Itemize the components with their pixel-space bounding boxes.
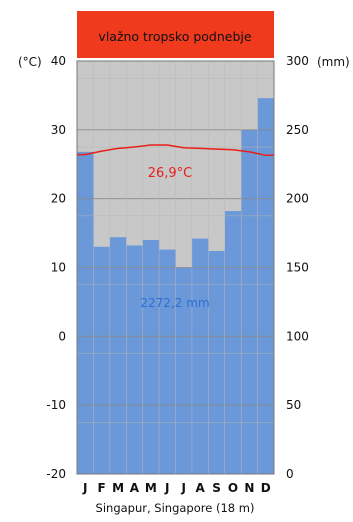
precipitation-bar-4 <box>126 245 144 474</box>
month-label: J <box>164 481 169 495</box>
month-label: O <box>228 481 238 495</box>
precipitation-bar-5 <box>142 239 160 474</box>
temperature-axis: 40 30 20 10 0 -10 -20 <box>46 54 66 481</box>
precipitation-bar-10 <box>224 211 242 474</box>
month-label: M <box>112 481 124 495</box>
precipitation-bar-1 <box>77 151 94 475</box>
precipitation-tick-label: 50 <box>286 398 301 412</box>
month-label: S <box>212 481 221 495</box>
chart-title: vlažno tropsko podnebje <box>98 29 251 44</box>
precipitation-bar-2 <box>93 246 111 474</box>
plot-frame <box>76 60 275 475</box>
temperature-tick-label: 40 <box>51 54 66 68</box>
temperature-tick-label: 0 <box>58 329 66 343</box>
precipitation-axis: 300 250 200 150 100 50 0 <box>286 54 309 481</box>
precipitation-tick-label: 100 <box>286 329 309 343</box>
month-label: J <box>82 481 87 495</box>
temperature-annotation: 26,9°C <box>148 166 193 181</box>
temperature-unit: (°C) <box>18 55 42 69</box>
temperature-line <box>77 144 274 157</box>
month-label: F <box>98 481 106 495</box>
month-label: A <box>195 481 205 495</box>
chart-caption: Singapur, Singapore (18 m) <box>96 501 255 515</box>
temperature-tick-label: -20 <box>46 467 66 481</box>
month-label: N <box>244 481 254 495</box>
precipitation-tick-label: 150 <box>286 261 309 275</box>
precipitation-bar-6 <box>159 249 176 474</box>
temperature-tick-label: -10 <box>46 398 66 412</box>
precipitation-bar-12 <box>257 98 275 475</box>
temperature-tick-label: 30 <box>51 123 66 137</box>
precipitation-unit: (mm) <box>317 55 350 69</box>
precipitation-annotation: 2272,2 mm <box>140 296 209 310</box>
gridlines <box>77 61 274 474</box>
precipitation-tick-label: 250 <box>286 123 309 137</box>
precipitation-bar-8 <box>191 238 209 474</box>
title-banner <box>77 11 274 58</box>
precipitation-bar-3 <box>109 237 127 474</box>
month-label: J <box>180 481 185 495</box>
month-label: M <box>145 481 157 495</box>
precipitation-tick-label: 0 <box>286 467 294 481</box>
temperature-tick-label: 10 <box>51 261 66 275</box>
month-label: A <box>130 481 140 495</box>
precipitation-tick-label: 300 <box>286 54 309 68</box>
temperature-tick-label: 20 <box>51 192 66 206</box>
precipitation-bar-9 <box>208 250 226 474</box>
precipitation-tick-label: 200 <box>286 192 309 206</box>
month-label: D <box>261 481 271 495</box>
